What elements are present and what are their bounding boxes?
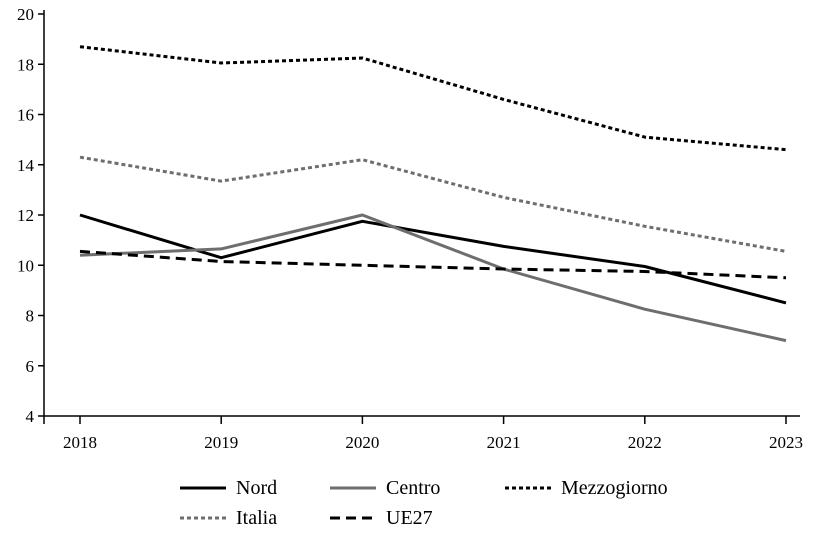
series-line-nord: [79, 213, 787, 305]
legend-label: Italia: [236, 507, 277, 529]
y-tick-label: 16: [17, 106, 34, 125]
legend-label: Nord: [236, 477, 277, 499]
legend-label: Mezzogiorno: [561, 477, 668, 499]
y-tick-label: 18: [17, 55, 34, 74]
y-tick-label: 8: [26, 307, 35, 326]
x-tick-label: 2022: [628, 433, 662, 452]
legend-label: Centro: [386, 477, 440, 499]
y-tick-label: 4: [26, 407, 35, 426]
legend-item-ue27: UE27: [330, 507, 433, 529]
legend-item-mezzogiorno: Mezzogiorno: [505, 477, 668, 499]
y-tick-label: 12: [17, 206, 34, 225]
legend-item-centro: Centro: [330, 477, 440, 499]
y-tick-label: 10: [17, 256, 34, 275]
y-tick-label: 6: [26, 357, 35, 376]
legend-item-italia: Italia: [180, 507, 277, 529]
y-tick-label: 20: [17, 5, 34, 24]
axes: 4 6 8 10 12 14 16 18 20 2018 2019 2020 2021 2022 2023: [17, 5, 803, 452]
y-tick-label: 14: [17, 156, 35, 175]
series-line-ue27: [79, 249, 787, 280]
series-lines: [79, 45, 787, 343]
series-line-italia: [79, 155, 787, 253]
legend-item-nord: Nord: [180, 477, 277, 499]
x-tick-label: 2021: [487, 433, 521, 452]
x-tick-label: 2023: [769, 433, 803, 452]
x-tick-label: 2018: [63, 433, 97, 452]
x-tick-label: 2019: [204, 433, 238, 452]
series-line-mezzogiorno: [79, 45, 787, 152]
series-line-centro: [79, 213, 787, 343]
legend-label: UE27: [386, 507, 433, 529]
x-tick-label: 2020: [345, 433, 379, 452]
legend: Nord Centro Mezzogiorno Italia UE27: [180, 477, 668, 529]
